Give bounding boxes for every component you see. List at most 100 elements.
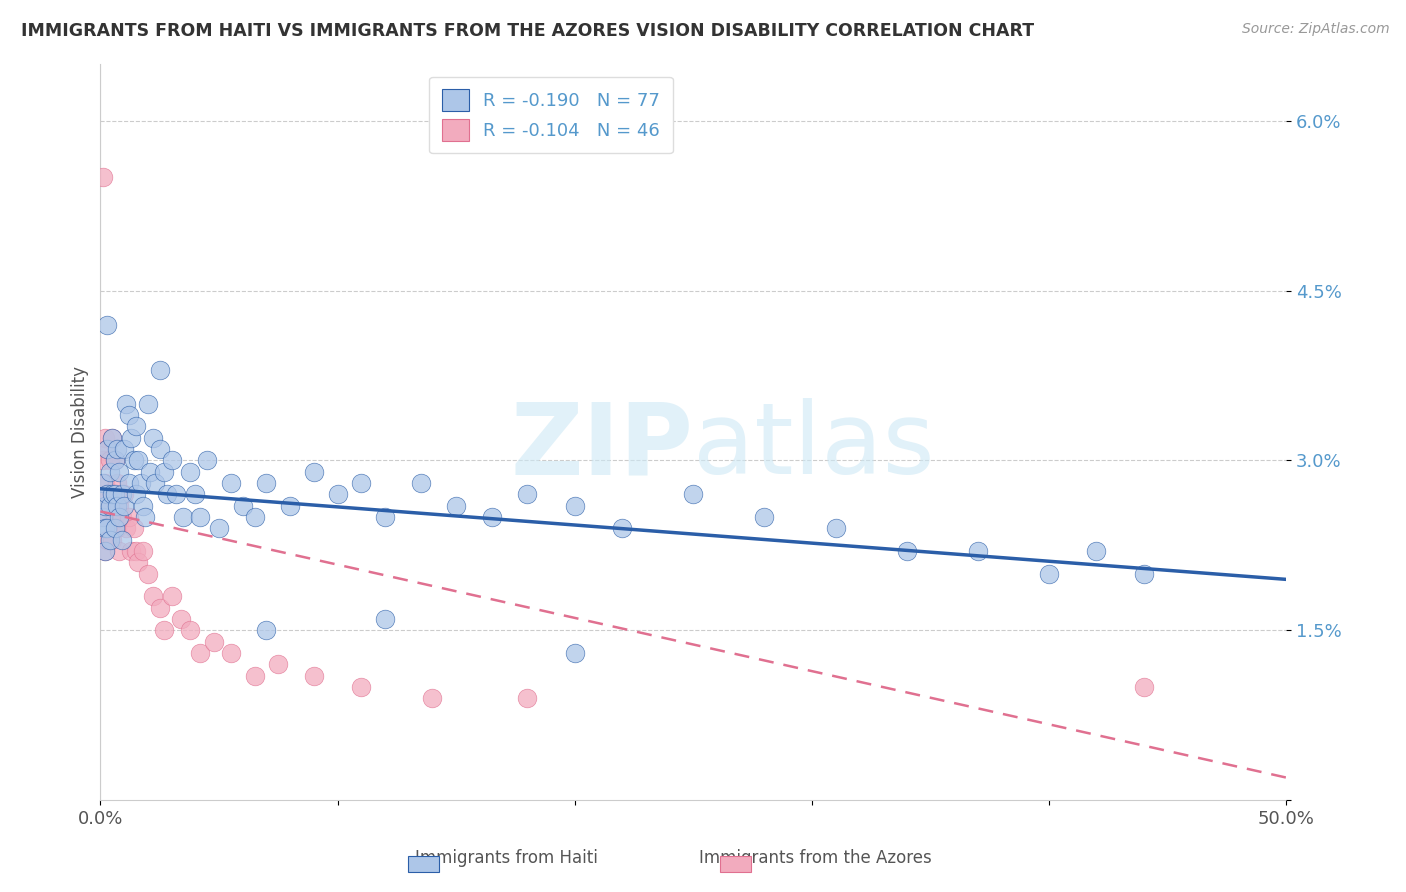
Point	[112, 487, 135, 501]
Point	[409, 476, 432, 491]
Point	[149, 442, 172, 457]
Point	[96, 318, 118, 332]
Point	[132, 544, 155, 558]
Point	[91, 510, 114, 524]
Point	[156, 487, 179, 501]
Point	[125, 544, 148, 558]
Point	[179, 624, 201, 638]
Point	[96, 533, 118, 547]
Point	[179, 465, 201, 479]
Point	[967, 544, 990, 558]
Point	[115, 521, 138, 535]
Point	[103, 453, 125, 467]
Point	[101, 533, 124, 547]
Point	[111, 510, 134, 524]
Point	[120, 544, 142, 558]
Point	[125, 419, 148, 434]
Point	[96, 442, 118, 457]
Point	[103, 487, 125, 501]
Point	[188, 646, 211, 660]
Point	[122, 521, 145, 535]
Point	[444, 499, 467, 513]
Point	[610, 521, 633, 535]
Point	[302, 668, 325, 682]
Point	[195, 453, 218, 467]
Point	[105, 442, 128, 457]
Point	[564, 499, 586, 513]
Text: Immigrants from Haiti: Immigrants from Haiti	[415, 849, 598, 867]
Point	[1133, 566, 1156, 581]
Text: Immigrants from the Azores: Immigrants from the Azores	[699, 849, 932, 867]
Point	[94, 476, 117, 491]
Point	[139, 465, 162, 479]
Point	[91, 453, 114, 467]
Point	[94, 521, 117, 535]
Point	[96, 487, 118, 501]
Point	[516, 487, 538, 501]
Point	[141, 590, 163, 604]
Point	[132, 499, 155, 513]
Point	[127, 555, 149, 569]
Point	[101, 431, 124, 445]
Point	[219, 646, 242, 660]
Point	[208, 521, 231, 535]
Point	[120, 431, 142, 445]
Point	[96, 442, 118, 457]
Point	[118, 510, 141, 524]
Point	[108, 499, 131, 513]
Point	[129, 476, 152, 491]
Point	[91, 510, 114, 524]
Point	[94, 544, 117, 558]
Point	[134, 510, 156, 524]
Point	[136, 397, 159, 411]
Point	[103, 521, 125, 535]
Point	[105, 499, 128, 513]
Text: IMMIGRANTS FROM HAITI VS IMMIGRANTS FROM THE AZORES VISION DISABILITY CORRELATIO: IMMIGRANTS FROM HAITI VS IMMIGRANTS FROM…	[21, 22, 1035, 40]
Point	[98, 465, 121, 479]
Point	[149, 600, 172, 615]
Point	[94, 544, 117, 558]
Point	[564, 646, 586, 660]
Point	[108, 544, 131, 558]
Point	[112, 442, 135, 457]
Point	[96, 521, 118, 535]
Point	[232, 499, 254, 513]
Point	[350, 680, 373, 694]
Point	[326, 487, 349, 501]
Point	[91, 476, 114, 491]
Point	[115, 397, 138, 411]
Point	[153, 624, 176, 638]
Point	[278, 499, 301, 513]
Point	[374, 510, 396, 524]
Point	[754, 510, 776, 524]
Y-axis label: Vision Disability: Vision Disability	[72, 366, 89, 498]
Point	[108, 465, 131, 479]
Point	[101, 431, 124, 445]
Point	[108, 510, 131, 524]
Point	[682, 487, 704, 501]
Point	[153, 465, 176, 479]
Point	[302, 465, 325, 479]
Point	[160, 590, 183, 604]
Point	[188, 510, 211, 524]
Point	[94, 499, 117, 513]
Text: Source: ZipAtlas.com: Source: ZipAtlas.com	[1241, 22, 1389, 37]
Point	[105, 476, 128, 491]
Point	[103, 510, 125, 524]
Point	[127, 453, 149, 467]
Point	[219, 476, 242, 491]
Point	[896, 544, 918, 558]
Point	[243, 668, 266, 682]
Point	[111, 487, 134, 501]
Point	[98, 499, 121, 513]
Legend: R = -0.190   N = 77, R = -0.104   N = 46: R = -0.190 N = 77, R = -0.104 N = 46	[429, 77, 673, 153]
Point	[165, 487, 187, 501]
Point	[160, 453, 183, 467]
Point	[1085, 544, 1108, 558]
Point	[101, 487, 124, 501]
Point	[96, 487, 118, 501]
Point	[125, 487, 148, 501]
Point	[184, 487, 207, 501]
Point	[136, 566, 159, 581]
Point	[122, 453, 145, 467]
